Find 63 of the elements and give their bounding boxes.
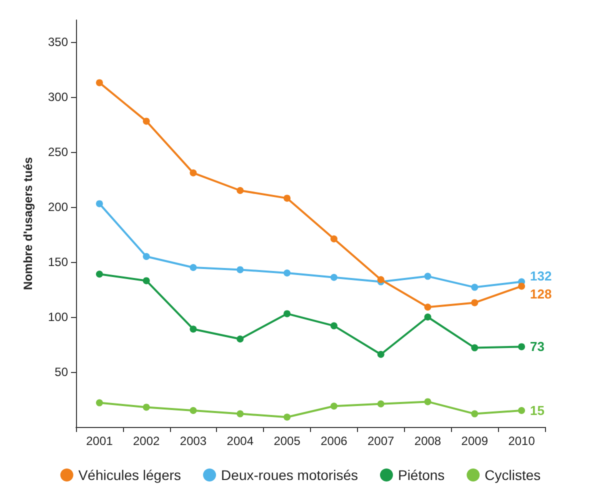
point [96, 399, 103, 406]
y-tick-label: 250 [48, 145, 68, 159]
x-tick-label: 2001 [86, 434, 114, 448]
x-tick-label: 2006 [320, 434, 348, 448]
x-tick-label: 2005 [274, 434, 301, 448]
y-tick-label: 200 [48, 200, 68, 214]
point [518, 282, 526, 290]
point [330, 235, 338, 242]
legend-label: Véhicules légers [78, 467, 182, 483]
x-tick-label: 2007 [368, 434, 395, 448]
legend-label: Piétons [398, 467, 445, 483]
point [96, 200, 103, 208]
point [284, 310, 291, 318]
point [190, 326, 197, 333]
point [142, 277, 150, 284]
point [330, 274, 338, 281]
point [424, 304, 432, 311]
x-tick-label: 2002 [133, 434, 160, 448]
point [471, 284, 478, 291]
point [330, 322, 338, 330]
point [377, 350, 384, 358]
point [330, 402, 338, 410]
point [284, 270, 291, 276]
point [424, 398, 432, 406]
legend-label: Cyclistes [484, 467, 541, 483]
point [142, 404, 150, 411]
y-tick-label: 50 [54, 365, 68, 379]
x-tick-label: 2009 [461, 434, 488, 448]
legend-label: Deux-roues motorisés [221, 467, 358, 483]
point [284, 414, 291, 421]
point [190, 407, 197, 414]
point [424, 314, 432, 320]
point [96, 79, 103, 86]
data-label: 128 [530, 286, 552, 302]
x-tick-label: 2008 [414, 434, 442, 448]
x-tick-label: 2003 [180, 434, 207, 448]
point [471, 299, 478, 306]
point [190, 264, 197, 271]
y-axis-title: Nombre d'usagers tués [21, 156, 35, 290]
point [518, 343, 526, 350]
x-tick-label: 2010 [508, 434, 536, 448]
point [424, 272, 432, 280]
y-tick-label: 100 [48, 310, 68, 324]
data-label: 132 [530, 268, 552, 284]
point [142, 118, 150, 125]
point [377, 400, 384, 408]
x-tick-label: 2004 [226, 434, 254, 448]
point [236, 266, 244, 274]
y-tick-label: 150 [48, 255, 68, 269]
data-label: 73 [530, 339, 545, 354]
point [142, 253, 150, 260]
point [96, 270, 103, 278]
point [236, 187, 244, 194]
point [471, 410, 478, 418]
data-label: 15 [530, 403, 545, 418]
y-tick-label: 350 [48, 35, 68, 49]
point [471, 344, 478, 352]
point [190, 169, 197, 176]
point [518, 407, 526, 414]
point [284, 194, 291, 202]
point [236, 410, 244, 418]
y-tick-label: 300 [48, 90, 68, 104]
point [236, 336, 244, 342]
